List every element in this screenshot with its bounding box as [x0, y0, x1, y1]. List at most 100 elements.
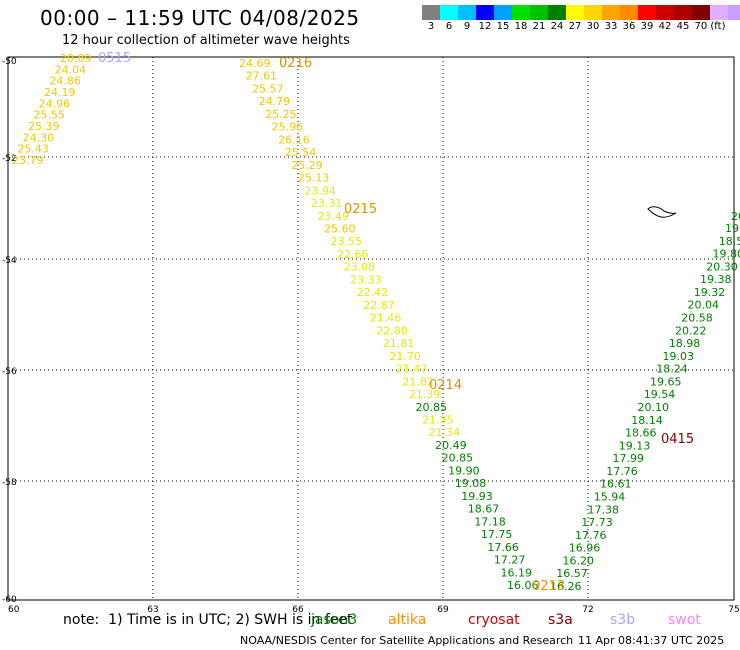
swh-value: 23.55	[331, 235, 363, 248]
pass-labels: 0216 0515 0215 0214 0415 0213	[98, 51, 694, 594]
scale-label: 30	[586, 21, 600, 32]
scale-label: 21	[532, 21, 546, 32]
swh-value: 16.20	[563, 554, 595, 567]
swh-value: 16.06	[507, 579, 539, 592]
scale-swatch	[548, 5, 566, 20]
swh-value: 21.47	[396, 363, 428, 376]
swh-value: 16.57	[556, 567, 588, 580]
swh-value: 27.61	[246, 70, 278, 83]
swh-value: 20.10	[638, 401, 670, 414]
scale-label: 6	[445, 21, 453, 32]
swh-value: 24.79	[259, 95, 291, 108]
swh-value: 21.82	[402, 375, 434, 388]
scale-label: 33	[604, 21, 618, 32]
swh-value: 21.81	[383, 337, 415, 350]
swh-value: 16.96	[569, 542, 601, 555]
swh-value: 18.24	[656, 363, 688, 376]
satellite-s3b: s3b	[610, 612, 636, 628]
swh-value: 18.66	[625, 427, 657, 440]
satellite-swot: swot	[668, 612, 701, 628]
swh-value: 25.25	[265, 108, 297, 121]
longitude-label: 75	[728, 605, 739, 615]
latitude-label: -58	[2, 478, 17, 488]
pass-label: 0213	[532, 579, 565, 594]
swh-value: 25.13	[298, 172, 330, 185]
scale-swatch	[530, 5, 548, 20]
latitude-label: -56	[2, 367, 17, 377]
swh-value: 17.38	[588, 503, 620, 516]
swh-value: 21.35	[422, 413, 454, 426]
swh-value: 23.94	[304, 184, 336, 197]
color-scale	[422, 5, 740, 20]
scale-label: 27	[568, 21, 582, 32]
swh-value: 19.13	[619, 439, 651, 452]
longitude-label: 66	[292, 605, 304, 615]
scale-label: 36	[622, 21, 636, 32]
swh-value: 24.86	[49, 75, 80, 88]
swh-value: 19.03	[663, 350, 695, 363]
swh-value: 23.31	[311, 197, 343, 210]
swh-value: 17.66	[487, 541, 519, 554]
swh-value: 17.99	[613, 452, 645, 465]
longitude-label: 60	[8, 605, 20, 615]
map-grid	[7, 56, 735, 601]
swh-value: 20.49	[435, 439, 467, 452]
island-outline	[647, 206, 677, 218]
swh-value: 25.39	[28, 120, 60, 133]
scale-swatch	[494, 5, 512, 20]
scale-swatch	[710, 5, 728, 20]
swh-value: 20	[731, 210, 740, 223]
swh-value: 23.33	[350, 273, 382, 286]
latitude-label: -54	[2, 256, 17, 266]
swh-value: 23.79	[12, 154, 44, 167]
swh-value: 22.80	[376, 324, 408, 337]
swh-value: 25.55	[33, 109, 64, 122]
scale-swatch	[620, 5, 638, 20]
swh-value: 18.14	[631, 414, 663, 427]
swh-value: 20.30	[706, 260, 738, 273]
swh-value: 22.87	[363, 299, 395, 312]
swh-value: 25.60	[324, 223, 356, 236]
swh-value: 17.18	[474, 515, 506, 528]
pass-label: 0216	[279, 56, 312, 71]
scale-swatch	[422, 5, 440, 20]
scale-label: 9	[463, 21, 471, 32]
swh-value: 15.94	[594, 491, 626, 504]
swh-value: 17.76	[575, 529, 607, 542]
credit-text: NOAA/NESDIS Center for Satellite Applica…	[240, 634, 574, 647]
scale-swatch	[674, 5, 692, 20]
longitude-label: 69	[437, 605, 449, 615]
swh-value: 26.16	[278, 133, 310, 146]
pass-label: 0515	[98, 51, 131, 66]
page-title: 00:00 – 11:59 UTC 04/08/2025	[40, 6, 360, 30]
swh-value: 20.85	[415, 401, 447, 414]
swh-value: 16.61	[600, 478, 632, 491]
swh-value: 25.43	[17, 143, 49, 156]
scale-swatch	[692, 5, 710, 20]
generated-timestamp: 11 Apr 08:41:37 UTC 2025	[578, 634, 725, 647]
scale-swatch	[728, 5, 740, 20]
altimeter-tracks: 20.8924.0424.8624.1924.9625.5525.3924.30…	[12, 52, 740, 593]
satellite-cryosat: cryosat	[468, 612, 520, 628]
scale-swatch	[638, 5, 656, 20]
swh-value: 24.30	[23, 131, 54, 144]
swh-value: 20.89	[60, 52, 92, 65]
swh-value: 18.98	[669, 337, 701, 350]
swh-value: 19.80	[713, 248, 740, 261]
pass-label: 0214	[429, 378, 462, 393]
scale-label: 42	[658, 21, 672, 32]
scale-swatch	[512, 5, 530, 20]
scale-swatch	[458, 5, 476, 20]
latitude-label: -52	[2, 154, 17, 164]
satellite-jason3: jason3	[311, 612, 358, 628]
scale-label: 15	[496, 21, 510, 32]
swh-value: 24.69	[239, 57, 271, 70]
swh-value: 17.27	[494, 554, 526, 567]
swh-value: 17.75	[481, 528, 512, 541]
swh-value: 25.57	[252, 82, 284, 95]
swh-value: 19.65	[650, 375, 682, 388]
swh-value: 16.26	[550, 580, 582, 593]
satellite-altika: altika	[388, 612, 427, 628]
